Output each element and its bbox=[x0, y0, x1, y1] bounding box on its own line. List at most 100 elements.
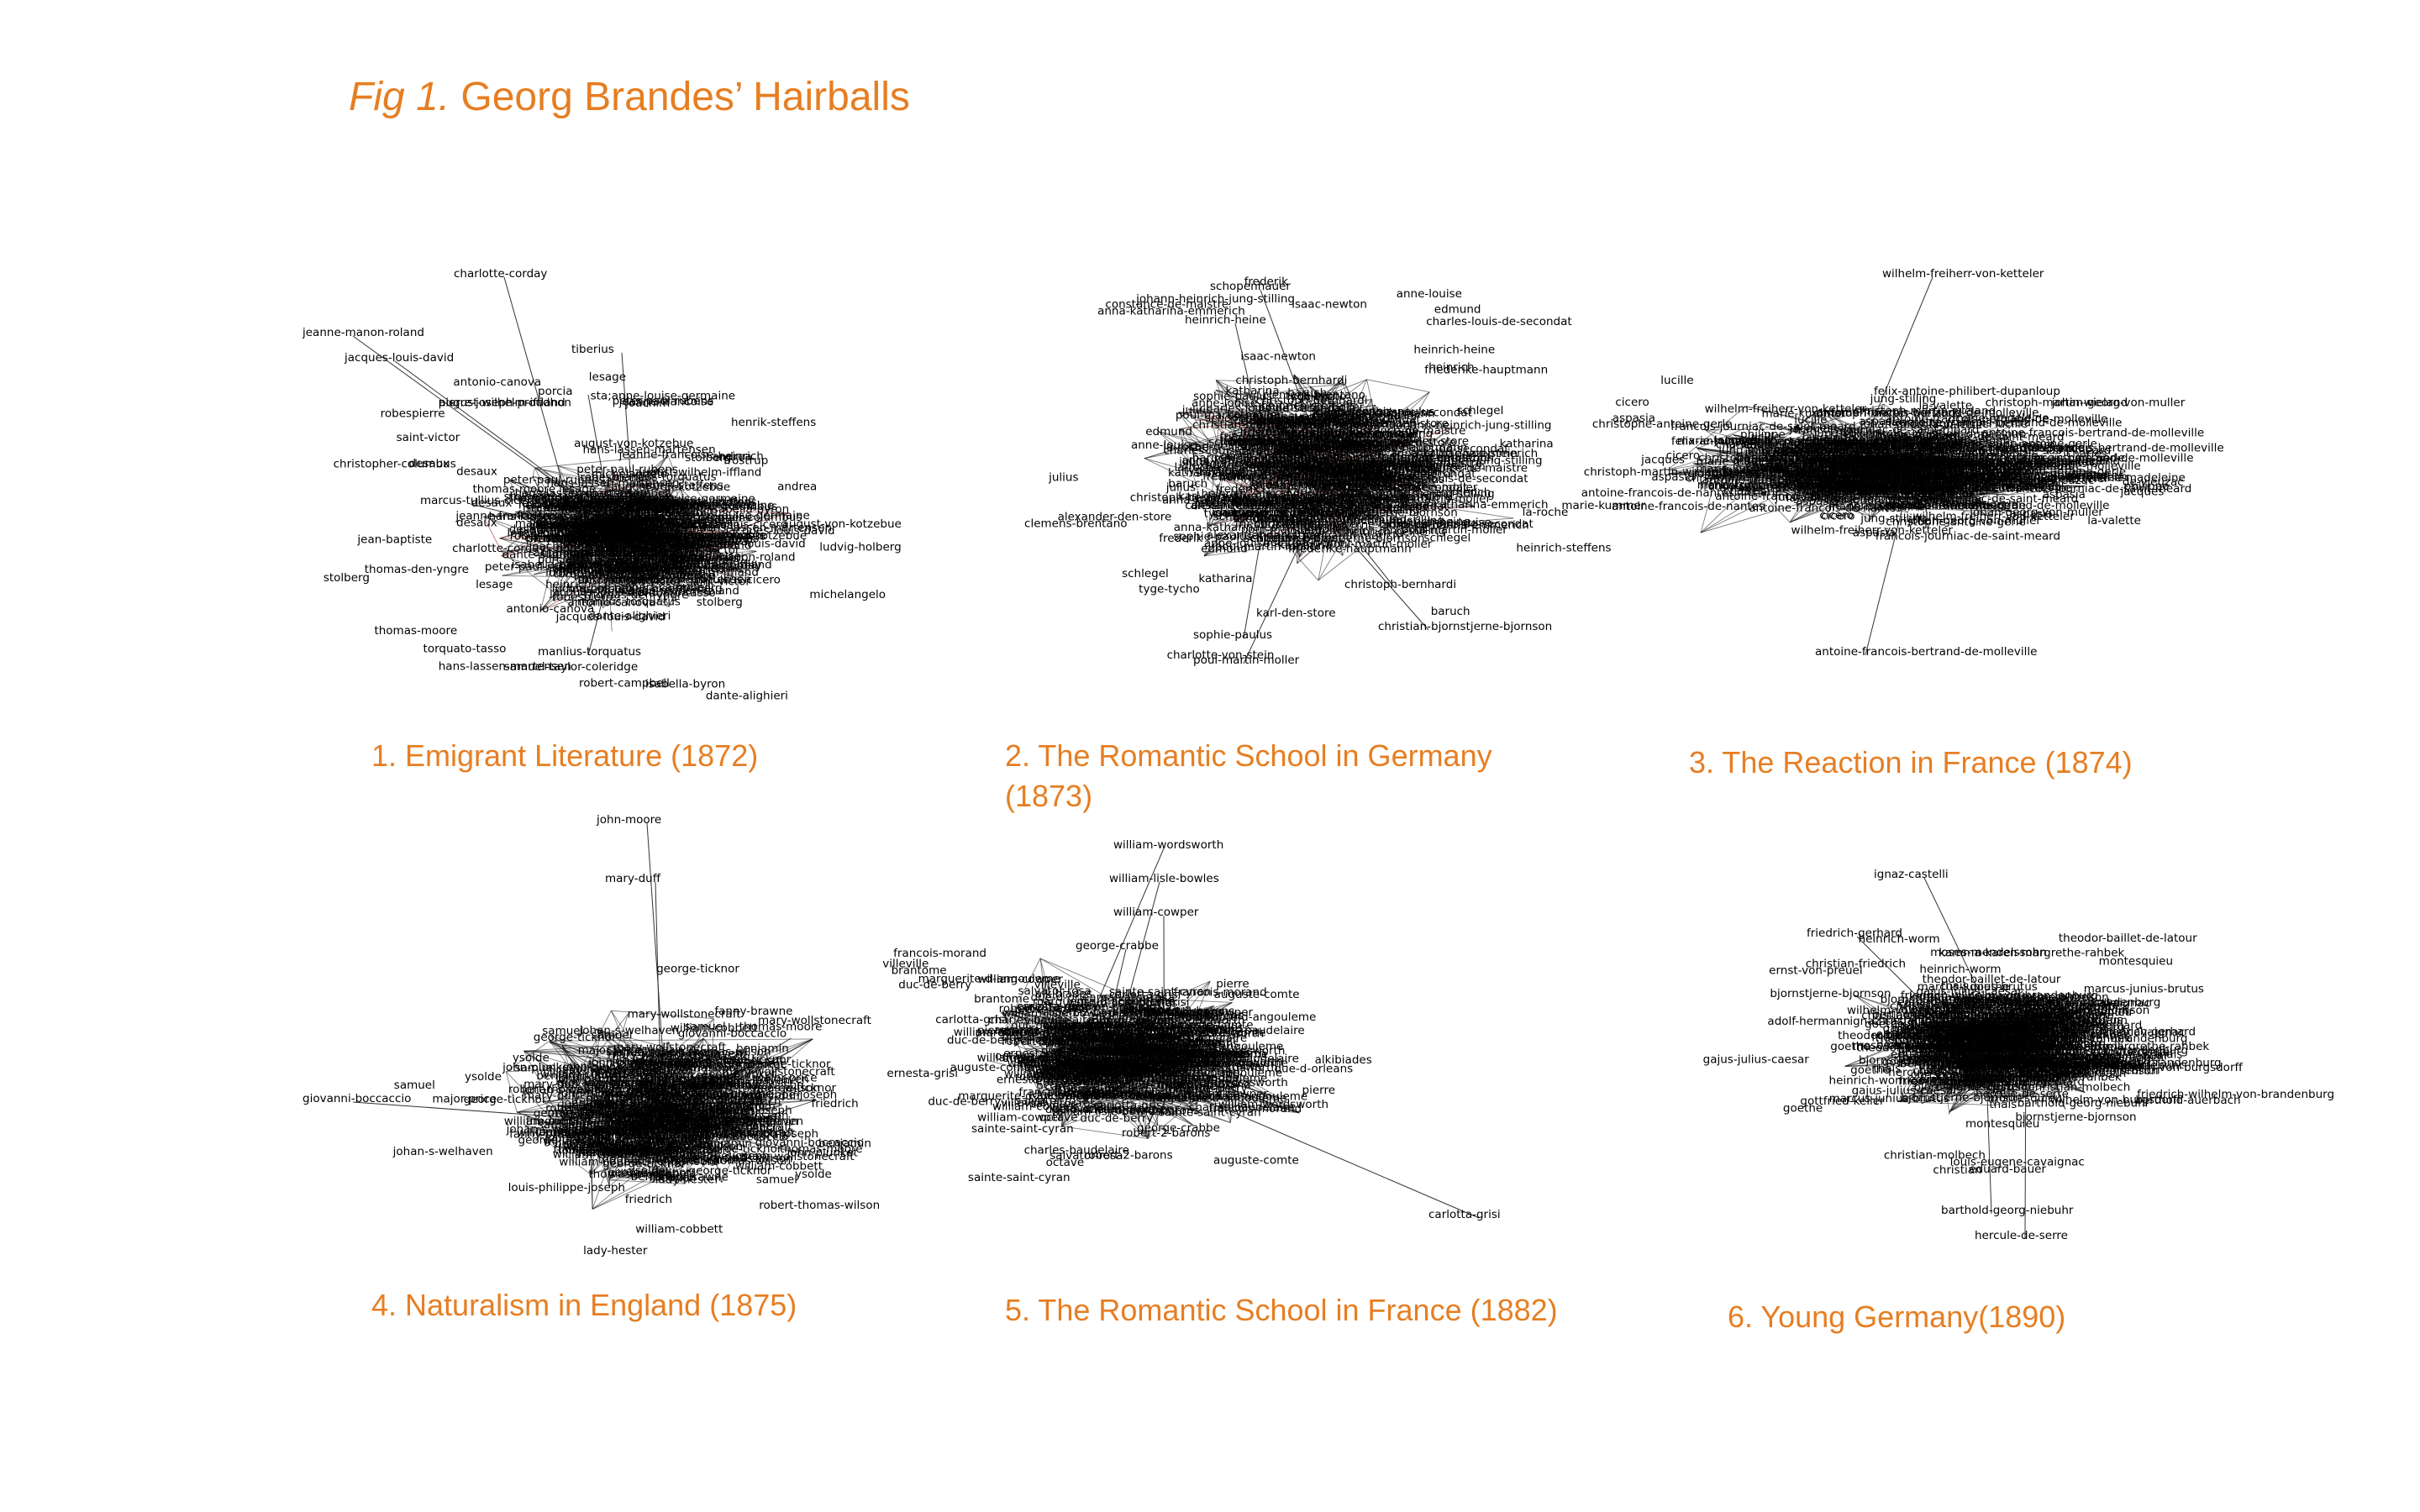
node-label: christopher-columbus bbox=[541, 547, 664, 560]
node-label: heinrich bbox=[613, 506, 659, 519]
node-label: marcus-tullius-cicero bbox=[608, 517, 727, 531]
node-label: eduard-bauer bbox=[1969, 1163, 2046, 1176]
node-label: jacques-louis-david bbox=[549, 585, 659, 599]
node-label: torquato-tasso bbox=[577, 573, 660, 586]
node-label: charlotte-corday bbox=[590, 541, 683, 554]
network-edge bbox=[621, 352, 636, 541]
network-edge bbox=[571, 486, 579, 495]
edge-layer bbox=[1144, 289, 1514, 664]
node-label: desaux bbox=[529, 520, 570, 533]
node-label: andrea bbox=[712, 496, 751, 509]
node-label: heinrich-worm bbox=[1859, 932, 1940, 946]
node-label: pierre-joseph-proudhon bbox=[550, 495, 682, 508]
network-edge bbox=[577, 494, 613, 580]
network-edge bbox=[583, 570, 648, 577]
node-label: ignaz-castelli bbox=[1874, 868, 1949, 881]
node-label: desaux bbox=[456, 465, 497, 479]
node-label: michelangelo bbox=[570, 542, 646, 555]
network-edge bbox=[629, 533, 730, 545]
node-label: thomas-den-yngre bbox=[611, 522, 715, 535]
network-edge bbox=[588, 475, 644, 593]
node-label: christopher-columbus bbox=[524, 532, 647, 545]
network-edge bbox=[733, 575, 750, 578]
node-label: robespierre bbox=[608, 514, 672, 528]
network-edge bbox=[1293, 374, 1381, 471]
network-edge bbox=[631, 496, 686, 518]
node-label: heinrich bbox=[545, 578, 591, 591]
node-label: peter-paul-rubens bbox=[624, 531, 726, 544]
network-edge bbox=[635, 496, 655, 589]
network-edge bbox=[639, 475, 692, 522]
node-label: bjornstjerne-bjornson bbox=[2015, 1110, 2136, 1124]
node-label: jean-baptiste bbox=[356, 533, 432, 546]
node-label: thomas-den-yngre bbox=[365, 563, 469, 576]
node-label: desaux bbox=[456, 516, 497, 529]
node-label: robespierre bbox=[633, 496, 697, 509]
network-edge bbox=[680, 550, 757, 572]
node-label: joachim bbox=[624, 396, 670, 410]
network-edge bbox=[602, 538, 675, 609]
node-label: stolberg bbox=[324, 571, 370, 585]
node-label: jean-baptiste bbox=[622, 554, 697, 567]
node-label: saint-victor bbox=[397, 431, 460, 444]
node-label: samuel-taylor-coleridge bbox=[504, 660, 639, 674]
node-label: pierre-joseph-proudhon bbox=[526, 533, 659, 546]
network-edge bbox=[1311, 420, 1383, 489]
node-label: manlius-torquatus bbox=[662, 530, 765, 543]
network-edge bbox=[605, 475, 640, 519]
node-label: antonio-canova bbox=[615, 553, 703, 566]
node-label: henrik-steffens bbox=[518, 499, 603, 512]
network-edge bbox=[604, 530, 730, 534]
node-label: joachim bbox=[672, 505, 718, 518]
node-label: samuel-taylor-coleridge bbox=[606, 554, 740, 568]
network-edge bbox=[604, 532, 628, 596]
network-edge bbox=[623, 475, 640, 488]
node-label: lesage bbox=[637, 491, 674, 505]
network-edge bbox=[581, 519, 630, 535]
node-label: henrik-steffens bbox=[537, 518, 622, 532]
node-label: saint-victor bbox=[584, 519, 648, 533]
node-label: ludvig-holberg bbox=[819, 540, 901, 554]
node-label: jeanne-manon-roland bbox=[302, 326, 424, 339]
node-label: torquato-tasso bbox=[633, 586, 716, 600]
network-edge bbox=[602, 591, 644, 593]
node-label: jeanne-manon-roland bbox=[576, 546, 698, 559]
node-label: saint-victor bbox=[674, 496, 738, 509]
node-label: kamma-karen-margrethe-rahbek bbox=[1939, 946, 2124, 959]
node-label: stolberg bbox=[676, 581, 723, 595]
node-label: jeanne-manon-roland bbox=[597, 547, 720, 560]
figure-title-main: Georg Brandes’ Hairballs bbox=[460, 75, 910, 119]
node-label: frostrup bbox=[538, 519, 582, 533]
network-edge bbox=[604, 514, 690, 533]
node-label: manlius-torquatus bbox=[613, 470, 717, 484]
network-edge bbox=[503, 276, 577, 533]
node-label: jeanne-manon-roland bbox=[585, 515, 708, 528]
node-label: porcia bbox=[538, 553, 573, 566]
node-label: thais bbox=[2154, 1048, 2182, 1062]
network-edge bbox=[613, 472, 629, 523]
node-label: antonio-canova bbox=[578, 574, 666, 587]
node-label: sta;anne-louise-germaine bbox=[561, 497, 706, 511]
network-edge bbox=[1312, 504, 1318, 542]
node-label: gajus-julius-caesar bbox=[1703, 1053, 1810, 1066]
network-edge bbox=[573, 490, 670, 552]
node-label: peter-paul-rubens bbox=[613, 395, 714, 408]
network-edge bbox=[566, 567, 603, 592]
node-label: thomas-den-yngre bbox=[508, 491, 613, 505]
node-label: porcia bbox=[542, 526, 577, 539]
network-edge bbox=[571, 482, 660, 487]
node-label: jacques-louis-david bbox=[555, 611, 666, 624]
figure-title: Fig 1. Georg Brandes’ Hairballs bbox=[349, 74, 910, 120]
node-label: isabella-byron bbox=[645, 677, 725, 690]
node-label: hercule-de-serre bbox=[1975, 1229, 2068, 1242]
node-label: sta;anne-louise-germaine bbox=[597, 562, 742, 575]
node-label: dante-alighieri bbox=[577, 559, 660, 572]
network-edge bbox=[583, 557, 719, 577]
node-label: antonio-canova bbox=[554, 524, 642, 538]
node-label: robespierre bbox=[612, 520, 676, 533]
node-label: august-von-kotzebue bbox=[782, 517, 902, 531]
network-edge bbox=[1178, 428, 1210, 526]
node-label: andrea bbox=[615, 533, 655, 547]
node-label: andrea bbox=[777, 480, 817, 494]
